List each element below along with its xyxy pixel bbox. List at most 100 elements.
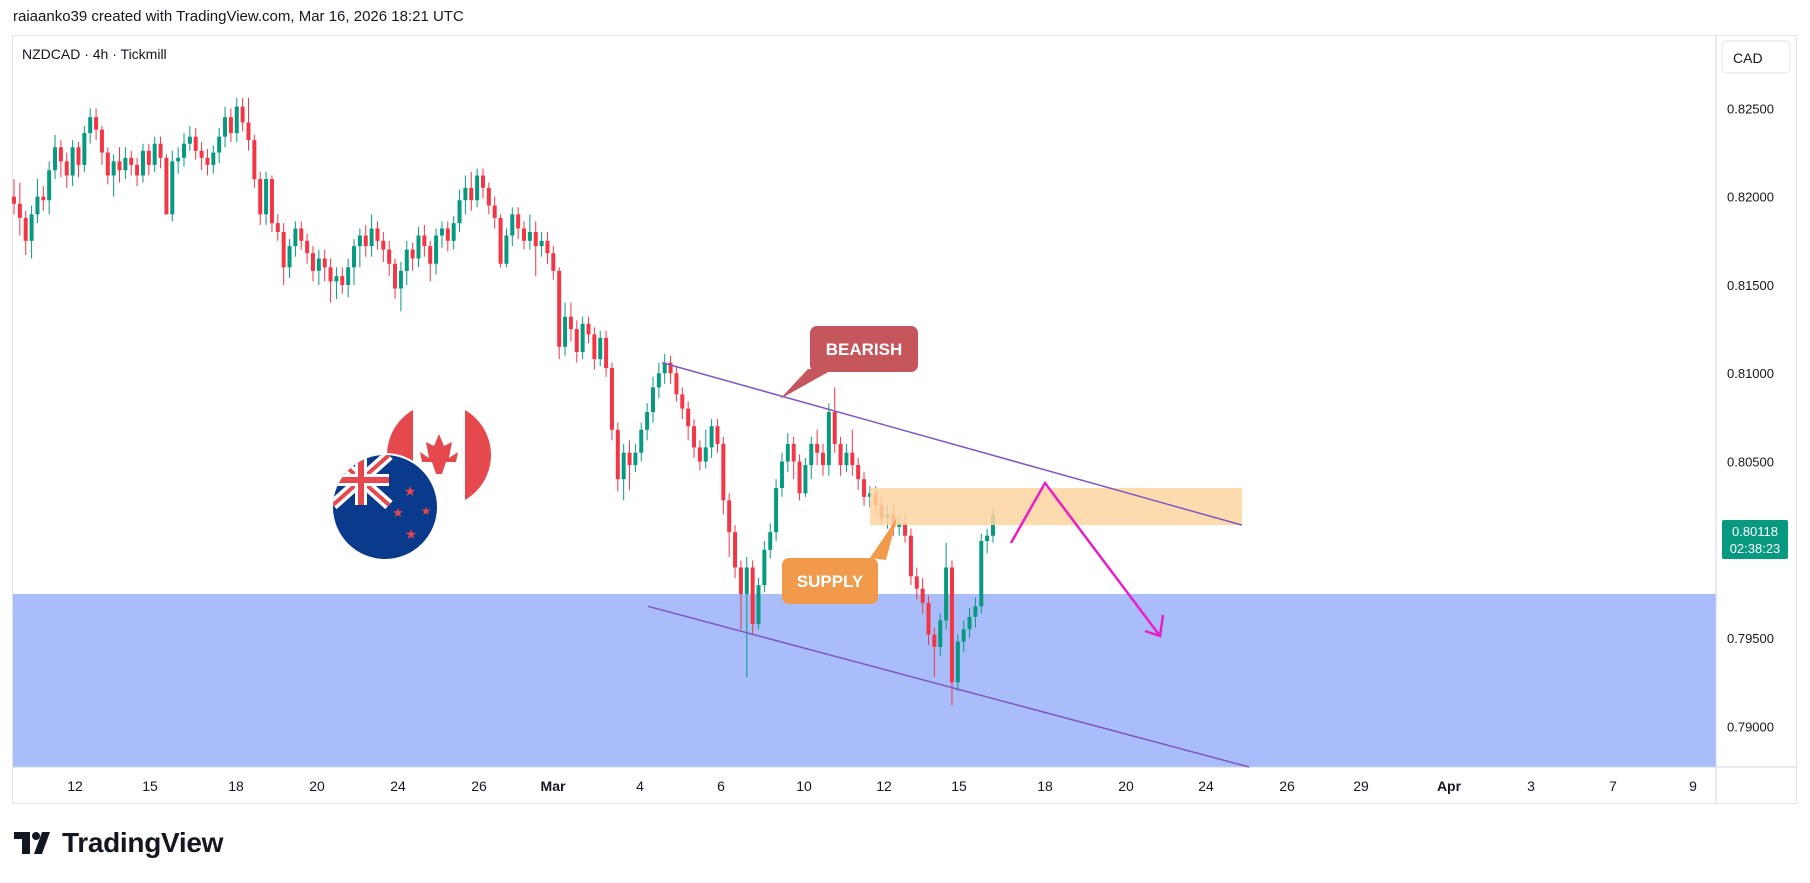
candle — [697, 440, 702, 471]
time-tick-label: 18 — [228, 778, 244, 794]
candle — [604, 330, 609, 377]
candle — [287, 239, 292, 278]
candle — [439, 221, 444, 248]
candle-body — [709, 426, 714, 448]
candle — [738, 560, 743, 630]
candle-body — [504, 235, 509, 264]
candle — [316, 249, 321, 285]
bearish-callout[interactable]: BEARISH — [780, 326, 918, 399]
time-tick-label: 7 — [1609, 778, 1617, 794]
bar-countdown: 02:38:23 — [1730, 541, 1781, 556]
candle-body — [457, 200, 462, 224]
time-tick-label: 26 — [1279, 778, 1295, 794]
svg-text:★: ★ — [392, 505, 404, 520]
candle — [574, 320, 579, 363]
candle — [586, 316, 591, 344]
candle — [135, 157, 140, 187]
candle — [12, 179, 16, 215]
candle-body — [281, 231, 286, 268]
candle-body — [645, 412, 650, 430]
candle-body — [815, 443, 820, 453]
currency-button[interactable] — [1721, 40, 1791, 74]
candle — [334, 267, 339, 300]
candle-body — [961, 629, 966, 642]
candle — [727, 493, 732, 557]
candle — [510, 207, 515, 247]
svg-text:★: ★ — [405, 526, 418, 542]
candle — [193, 127, 198, 160]
candle-body — [979, 540, 984, 607]
candle — [797, 454, 802, 501]
time-axis: 12 15 18 20 24 26 Mar 4 6 10 12 15 18 20 24 26 29 Apr 3 7 9 — [67, 778, 1697, 794]
candle-body — [170, 161, 175, 215]
candle — [123, 147, 128, 180]
candle-body — [803, 465, 808, 494]
candle — [838, 436, 843, 476]
candle-body — [727, 500, 732, 533]
lower-trendline[interactable] — [647, 605, 1250, 768]
candle-body — [82, 133, 87, 165]
candle — [768, 523, 773, 559]
tradingview-logo[interactable]: TradingView — [14, 827, 223, 859]
time-tick-label: 20 — [309, 778, 325, 794]
candle — [422, 224, 427, 257]
candle-body — [926, 602, 931, 635]
candle-body — [234, 106, 239, 134]
candle-body — [264, 179, 269, 215]
candle — [381, 231, 386, 263]
candle-body — [340, 276, 345, 285]
candle-body — [774, 488, 779, 533]
candle — [568, 302, 573, 342]
price-tick-label: 0.81000 — [1727, 366, 1774, 381]
candle — [656, 362, 661, 398]
candle — [170, 150, 175, 222]
candle-body — [146, 150, 151, 165]
candle — [920, 578, 925, 614]
candle — [158, 136, 163, 169]
candle — [64, 152, 69, 188]
candle-body — [158, 143, 163, 158]
candle-body — [498, 217, 503, 264]
candle — [650, 376, 655, 423]
candle — [82, 126, 87, 172]
time-tick-label: 12 — [876, 778, 892, 794]
candle — [580, 316, 585, 360]
price-tick-label: 0.82500 — [1727, 101, 1774, 116]
current-price-badge: 0.80118 02:38:23 — [1722, 520, 1788, 559]
candle — [398, 262, 403, 312]
candle-body — [756, 585, 761, 624]
candle — [299, 221, 304, 250]
candle — [451, 216, 456, 250]
price-tick-label: 0.79000 — [1727, 719, 1774, 734]
candle — [223, 106, 228, 148]
candle-body — [522, 228, 527, 241]
candle — [785, 433, 790, 473]
candle — [938, 613, 943, 656]
candle-body — [252, 140, 257, 180]
upper-trendline[interactable] — [661, 361, 1243, 526]
candle — [164, 154, 169, 215]
candle — [598, 330, 603, 367]
candle — [832, 387, 837, 453]
candle-body — [516, 214, 521, 229]
time-tick-label: 4 — [636, 778, 644, 794]
candle-body — [164, 157, 169, 215]
supply-callout[interactable]: SUPPLY — [782, 518, 897, 604]
candle-body — [715, 426, 720, 444]
time-tick-label: 10 — [796, 778, 812, 794]
candle — [592, 327, 597, 370]
candle-body — [140, 150, 145, 176]
candle — [756, 578, 761, 630]
new-zealand-flag-icon: ★ ★ ★ ★ — [331, 453, 439, 561]
candle — [217, 127, 222, 164]
time-tick-label: Mar — [541, 778, 566, 794]
candle-body — [903, 523, 908, 536]
candle — [826, 403, 831, 476]
time-tick-label: 24 — [1198, 778, 1214, 794]
candle-body — [955, 641, 960, 683]
candles-group — [12, 97, 995, 706]
candle-body — [809, 443, 814, 466]
candle — [979, 533, 984, 614]
projection-path[interactable] — [1009, 480, 1161, 637]
